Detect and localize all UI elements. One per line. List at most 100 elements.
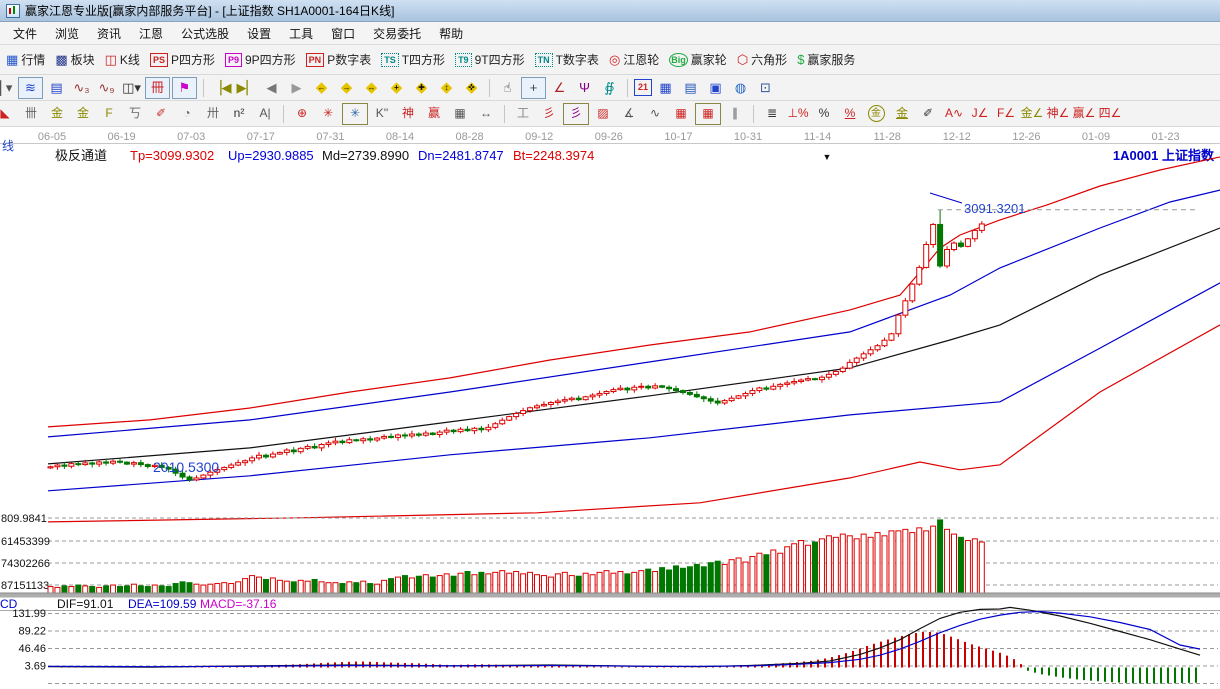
diamond-compress-icon[interactable]: ◆ + <box>390 79 403 96</box>
menu-item-3[interactable]: 江恩 <box>139 26 164 41</box>
web-boxed-icon[interactable]: ✳ <box>342 102 368 125</box>
svg-text:06-19: 06-19 <box>108 131 136 143</box>
diamond-shift-left-icon[interactable]: ◆ ← <box>315 79 328 96</box>
menu-item-0[interactable]: 文件 <box>13 26 38 41</box>
menu-item-1[interactable]: 浏览 <box>55 26 80 41</box>
gold-ruler-1-icon[interactable]: 金 <box>50 106 63 120</box>
shen-angle-icon[interactable]: 神∠ <box>1046 106 1070 120</box>
ray-box-icon[interactable]: ▨ <box>597 106 609 120</box>
menu-item-9[interactable]: 帮助 <box>439 26 464 41</box>
wave-9-icon[interactable]: ∿₉ <box>98 80 115 95</box>
red-grid-icon[interactable]: ▦ <box>675 106 687 120</box>
clock-cycle-icon[interactable]: ◔ <box>183 106 191 120</box>
f-angle-icon[interactable]: F∠ <box>996 106 1016 120</box>
k-mark-icon[interactable]: K'' <box>375 106 389 120</box>
parallel-lines-icon[interactable]: ∥ <box>732 106 738 120</box>
toolbar-button-t-number-table[interactable]: TN T数字表 <box>534 51 599 68</box>
t-number-table-label: T数字表 <box>555 53 599 67</box>
brush-tool-icon[interactable]: ✐ <box>155 106 167 120</box>
angle-measure-icon[interactable]: ∠ <box>553 80 566 95</box>
ying-angle-icon[interactable]: 赢∠ <box>1072 106 1096 120</box>
next-bar-icon[interactable]: ▶ <box>291 80 302 95</box>
toolbar-button-t-square[interactable]: TS T四方形 <box>381 51 445 68</box>
diamond-expand-all-icon[interactable]: ◆ ✚ <box>415 79 428 96</box>
web-export-icon[interactable]: ◍ <box>734 80 747 95</box>
web-red-icon[interactable]: ✳ <box>322 106 334 120</box>
gann-wave-icon[interactable]: 冊 <box>145 76 170 99</box>
brush-angle-icon[interactable]: ✐ <box>922 106 934 120</box>
scale-bars-icon[interactable]: ≣ <box>766 106 778 120</box>
toolbar-button-gann-wheel[interactable]: ◎ 江恩轮 <box>609 51 659 68</box>
red-grid-boxed-icon[interactable]: ▦ <box>695 102 721 125</box>
toolbar-button-hexagon[interactable]: ⬡ 六角形 <box>737 51 787 68</box>
ray-fan-icon[interactable]: 彡 <box>542 106 555 120</box>
ruler-comb-icon[interactable]: 卌 <box>24 106 37 120</box>
kline-chart-svg[interactable]: 06-05 06-19 07-03 07-17 07-31 08-14 08-28 09-12… <box>0 127 1220 684</box>
hand-drag-icon[interactable]: ☝ <box>503 80 512 95</box>
hexagon-label: 六角形 <box>751 53 788 67</box>
gold-circle-icon[interactable]: 金 <box>864 104 888 124</box>
n-squared-icon[interactable]: n² <box>233 106 245 120</box>
toolbar-button-winner-wheel[interactable]: Big 赢家轮 <box>669 51 727 68</box>
j-angle-icon[interactable]: J∠ <box>971 106 989 120</box>
first-bar-icon[interactable]: ▕◀ <box>211 80 232 95</box>
info-document-icon[interactable]: ▤ <box>50 80 63 95</box>
angle-lines-icon[interactable]: ∡ <box>623 106 635 120</box>
toolbar-button-9p-square[interactable]: P9 9P四方形 <box>224 51 296 68</box>
toolbar-button-sectors[interactable]: ▩ 板块 <box>55 51 94 68</box>
toolbar-button-p-square[interactable]: PS P四方形 <box>149 51 215 68</box>
diamond-shift-right-icon[interactable]: ◆ → <box>340 79 353 96</box>
gold-line-icon[interactable]: 金 <box>895 106 908 120</box>
chart-area[interactable]: 06-05 06-19 07-03 07-17 07-31 08-14 08-28 09-12… <box>0 127 1220 684</box>
shen-tool-icon[interactable]: 神 <box>401 106 414 120</box>
last-bar-icon[interactable]: ▶▏ <box>236 80 257 95</box>
menu-item-4[interactable]: 公式选股 <box>181 26 230 41</box>
hook-ruler-icon[interactable]: 丂 <box>128 106 141 120</box>
toolbar-button-p-number-table[interactable]: PN P数字表 <box>305 51 371 68</box>
paint-clipped-icon[interactable]: ◣ <box>0 106 10 120</box>
prev-bar-icon[interactable]: ◀ <box>266 80 277 95</box>
a-wave-red-icon[interactable]: A∿ <box>944 106 964 120</box>
candle-type-dropdown-icon[interactable]: ◫▾ <box>122 80 141 95</box>
gold-angle-icon[interactable]: 金∠ <box>1020 106 1044 120</box>
diamond-shift-vertical-icon[interactable]: ◆ ↕ <box>440 79 453 96</box>
menu-item-6[interactable]: 工具 <box>289 26 314 41</box>
percent-icon[interactable]: % <box>818 106 830 120</box>
crosshair-icon[interactable]: + <box>521 76 546 99</box>
f-ruler-icon[interactable]: F <box>105 106 113 120</box>
wave-pattern-icon[interactable]: ≋ <box>18 76 43 99</box>
a-mirror-icon[interactable]: A| <box>259 106 271 120</box>
toolbar-button-winner-service[interactable]: $ 赢家服务 <box>797 51 855 68</box>
calculator-icon[interactable]: ▦ <box>659 80 672 95</box>
percent-line-icon[interactable]: % <box>844 106 856 120</box>
menu-item-7[interactable]: 窗口 <box>331 26 356 41</box>
menu-item-8[interactable]: 交易委托 <box>373 26 422 41</box>
flag-histogram-icon[interactable]: ⚑ <box>172 76 197 99</box>
grid-123-icon[interactable]: ▦ <box>454 106 466 120</box>
calendar-icon[interactable]: 21 <box>634 79 652 96</box>
save-disk-icon[interactable]: ▣ <box>709 80 722 95</box>
diamond-center-icon[interactable]: ◆ ✜ <box>465 79 478 96</box>
percent-t-icon[interactable]: ⊥% <box>787 106 809 120</box>
toolbar-button-market-quotes[interactable]: ▦ 行情 <box>6 51 45 68</box>
wave-analyzer-icon[interactable]: ∯ <box>604 80 615 95</box>
chart-style-clipped-icon[interactable]: ▌▾ <box>0 80 13 95</box>
fine-comb-icon[interactable]: 卅 <box>206 106 219 120</box>
gold-ruler-2-icon[interactable]: 金 <box>76 106 89 120</box>
wave-3-icon[interactable]: ∿₃ <box>73 80 90 95</box>
notes-icon[interactable]: ▤ <box>684 80 697 95</box>
menu-item-5[interactable]: 设置 <box>247 26 272 41</box>
toolbar-button-kline[interactable]: ◫ K线 <box>105 51 140 68</box>
ray-fan-boxed-icon[interactable]: 彡 <box>563 102 589 125</box>
toolbar-button-9t-square[interactable]: T9 9T四方形 <box>455 51 525 68</box>
menu-item-2[interactable]: 资讯 <box>97 26 122 41</box>
square-tool-icon[interactable]: 工 <box>516 106 529 120</box>
gann-shape-tool-icon[interactable]: Ψ <box>579 80 590 95</box>
snapshot-icon[interactable]: ⊡ <box>760 80 771 95</box>
diamond-expand-horizontal-icon[interactable]: ◆ ↔ <box>365 79 378 96</box>
target-cross-icon[interactable]: ⊕ <box>296 106 308 120</box>
si-angle-icon[interactable]: 四∠ <box>1098 106 1122 120</box>
v-waves-icon[interactable]: ∿ <box>649 106 661 120</box>
width-measure-icon[interactable]: ↔ <box>480 106 492 120</box>
ying-tool-icon[interactable]: 赢 <box>427 106 440 120</box>
